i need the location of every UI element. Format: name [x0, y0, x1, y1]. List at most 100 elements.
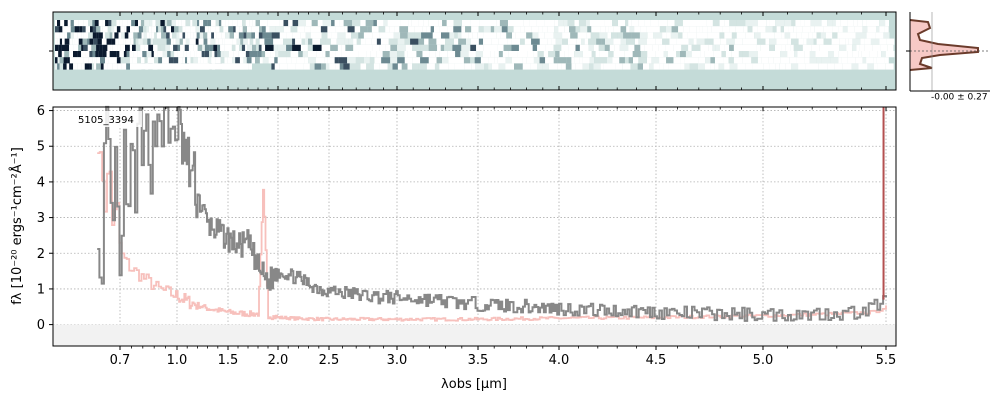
- spectrum-2d-pixel: [816, 57, 822, 64]
- spectrum-2d-pixel: [827, 20, 833, 27]
- spectrum-2d-pixel: [335, 26, 340, 33]
- spectrum-2d-pixel: [798, 38, 804, 45]
- spectrum-2d-pixel: [491, 63, 499, 70]
- spectrum-2d-pixel: [334, 20, 340, 27]
- spectrum-2d-pixel: [64, 32, 68, 39]
- spectrum-2d-pixel: [247, 44, 252, 51]
- spectrum-2d-pixel: [494, 26, 502, 33]
- spectrum-2d-pixel: [283, 38, 293, 45]
- spectrum-2d-pixel: [232, 38, 237, 45]
- spectrum-2d-pixel: [211, 51, 215, 58]
- spectrum-2d-pixel: [667, 51, 677, 58]
- spectrum-2d-pixel: [733, 57, 743, 64]
- spectrum-2d-pixel: [260, 20, 264, 27]
- spectrum-2d-pixel: [802, 44, 812, 51]
- spectrum-2d-pixel: [538, 32, 545, 39]
- spectrum-2d-pixel: [852, 44, 857, 51]
- spectrum-2d-pixel: [98, 32, 103, 39]
- spectrum-2d-pixel: [220, 51, 224, 58]
- spectrum-2d-pixel: [245, 44, 248, 51]
- spectrum-2d-pixel: [797, 51, 805, 58]
- spectrum-2d-pixel: [160, 20, 165, 27]
- spectrum-2d-pixel: [219, 26, 224, 33]
- spectrum-2d-pixel: [373, 63, 380, 70]
- spectrum-2d-pixel: [700, 51, 705, 58]
- spectrum-2d-pixel: [143, 32, 147, 39]
- spectrum-2d-pixel: [738, 51, 743, 58]
- spectrum-2d-pixel: [122, 20, 128, 27]
- object-label-box: 5105_3394: [74, 111, 142, 127]
- spectrum-2d-pixel: [575, 63, 583, 70]
- spectrum-2d-pixel: [207, 38, 211, 45]
- spectrum-2d-pixel: [153, 38, 158, 45]
- spectrum-2d-pixel: [586, 32, 591, 39]
- spectrum-2d-pixel: [506, 32, 512, 39]
- spectrum-2d-pixel: [74, 57, 79, 64]
- spectrum-2d-pixel: [526, 32, 533, 39]
- spectrum-2d-pixel: [247, 38, 250, 45]
- spectrum-2d-pixel: [821, 57, 831, 64]
- spectrum-2d-pixel: [151, 51, 154, 58]
- spectrum-2d-pixel: [154, 32, 157, 39]
- spectrum-2d-pixel: [337, 44, 342, 51]
- spectrum-2d-pixel: [698, 57, 706, 64]
- spectrum-2d-pixel: [566, 57, 572, 64]
- spectrum-2d-pixel: [735, 26, 744, 33]
- spectrum-2d-pixel: [830, 44, 840, 51]
- spectrum-2d-pixel: [651, 57, 660, 64]
- spectrum-2d-pixel: [378, 26, 386, 33]
- spectrum-2d-pixel: [221, 32, 226, 39]
- spectrum-2d-pixel: [809, 51, 816, 58]
- spectrum-2d-pixel: [81, 51, 86, 58]
- spectrum-2d-pixel: [564, 26, 570, 33]
- spectrum-2d-pixel: [647, 38, 656, 45]
- spectrum-2d-pixel: [134, 26, 139, 33]
- spectrum-2d-pixel: [373, 20, 377, 27]
- spectrum-2d-pixel: [215, 57, 221, 64]
- spectrum-2d-pixel: [256, 44, 259, 51]
- spectrum-2d-pixel: [713, 38, 721, 45]
- spectrum-2d-pixel: [707, 32, 711, 39]
- spectrum-2d-pixel: [360, 63, 367, 70]
- spectrum-2d-pixel: [132, 57, 138, 64]
- spectrum-2d-pixel: [414, 32, 421, 39]
- spectrum-2d-pixel: [81, 32, 84, 39]
- spectrum-2d-pixel: [69, 38, 73, 45]
- spectrum-2d-pixel: [314, 26, 321, 33]
- spectrum-2d-pixel: [227, 38, 233, 45]
- spectrum-2d-pixel: [228, 20, 233, 27]
- spectrum-2d-pixel: [394, 26, 400, 33]
- spectrum-2d-pixel: [650, 20, 659, 27]
- spectrum-2d-pixel: [397, 51, 405, 58]
- spectrum-2d-pixel: [733, 44, 742, 51]
- spectrum-2d-pixel: [429, 51, 436, 58]
- spectrum-2d-pixel: [647, 32, 654, 39]
- spectrum-2d-pixel: [608, 26, 614, 33]
- spectrum-2d-pixel: [806, 38, 814, 45]
- spectrum-2d-pixel: [470, 20, 480, 27]
- spectrum-2d-pixel: [57, 20, 61, 27]
- spectrum-2d-pixel: [321, 44, 331, 51]
- spectrum-2d-pixel: [471, 26, 479, 33]
- spectrum-2d-pixel: [852, 38, 861, 45]
- spectrum-2d-pixel: [235, 57, 240, 64]
- spectrum-2d-pixel: [173, 38, 176, 45]
- spectrum-2d-pixel: [725, 51, 732, 58]
- spectrum-2d-pixel: [74, 38, 79, 45]
- spectrum-2d-pixel: [639, 32, 648, 39]
- spectrum-2d-pixel: [111, 26, 115, 33]
- spectrum-2d-pixel: [201, 51, 205, 58]
- spectrum-2d-pixel: [717, 26, 723, 33]
- spectrum-2d-pixel: [769, 20, 776, 27]
- spectrum-2d-pixel: [351, 32, 359, 39]
- spectrum-2d-pixel: [137, 57, 141, 64]
- spectrum-2d-pixel: [225, 32, 230, 39]
- spectrum-2d-pixel: [121, 63, 127, 70]
- spectrum-2d-pixel: [412, 57, 421, 64]
- spectrum-2d-pixel: [85, 51, 90, 58]
- spectrum-2d-pixel: [247, 26, 252, 33]
- spectrum-2d-pixel: [740, 32, 746, 39]
- spectrum-2d-pixel: [405, 44, 413, 51]
- spectrum-2d-pixel: [135, 38, 139, 45]
- spectrum-2d-pixel: [195, 38, 199, 45]
